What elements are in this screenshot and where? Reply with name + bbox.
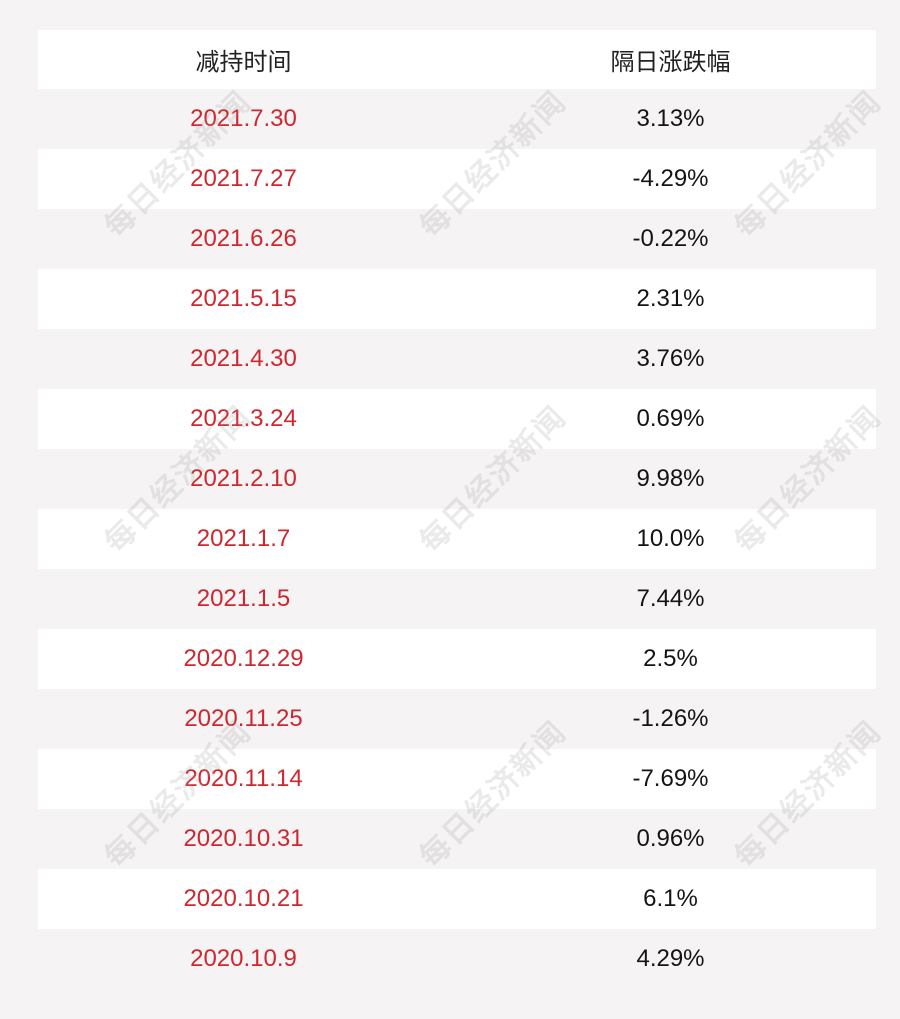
- change-cell: -0.22%: [632, 225, 709, 252]
- date-cell: 2021.3.24: [190, 405, 297, 432]
- date-cell: 2020.12.29: [183, 645, 304, 672]
- table-row: 2020.10.31 0.96%: [38, 809, 876, 869]
- change-cell: 0.69%: [636, 405, 705, 432]
- date-cell: 2021.7.27: [190, 165, 297, 192]
- table-row: 2021.7.27 -4.29%: [38, 149, 876, 209]
- table-row: 2020.10.21 6.1%: [38, 869, 876, 929]
- change-cell: -4.29%: [632, 165, 709, 192]
- table-row: 2021.2.10 9.98%: [38, 449, 876, 509]
- header-change: 隔日涨跌幅: [610, 49, 731, 76]
- data-table: 减持时间 隔日涨跌幅 2021.7.30 3.13% 2021.7.27 -4.29%…: [38, 30, 876, 989]
- date-cell: 2021.4.30: [190, 345, 297, 372]
- table-header: 减持时间 隔日涨跌幅: [38, 30, 876, 89]
- date-cell: 2020.10.9: [190, 945, 297, 972]
- date-cell: 2021.1.5: [196, 585, 291, 612]
- table-row: 2021.4.30 3.76%: [38, 329, 876, 389]
- change-cell: 4.29%: [636, 945, 705, 972]
- change-cell: 2.31%: [636, 285, 705, 312]
- table-row: 2021.3.24 0.69%: [38, 389, 876, 449]
- change-cell: 3.76%: [636, 345, 705, 372]
- date-cell: 2021.7.30: [190, 105, 297, 132]
- table-row: 2020.10.9 4.29%: [38, 929, 876, 989]
- table-row: 2020.12.29 2.5%: [38, 629, 876, 689]
- date-cell: 2021.2.10: [190, 465, 297, 492]
- change-cell: 0.96%: [636, 825, 705, 852]
- date-cell: 2020.10.31: [183, 825, 304, 852]
- table-row: 2021.6.26 -0.22%: [38, 209, 876, 269]
- date-cell: 2021.1.7: [196, 525, 291, 552]
- change-cell: -7.69%: [632, 765, 709, 792]
- date-cell: 2020.11.14: [184, 765, 303, 792]
- table-row: 2021.1.5 7.44%: [38, 569, 876, 629]
- change-cell: 7.44%: [636, 585, 705, 612]
- date-cell: 2021.6.26: [190, 225, 297, 252]
- change-cell: 10.0%: [636, 525, 705, 552]
- table-row: 2020.11.14 -7.69%: [38, 749, 876, 809]
- change-cell: -1.26%: [632, 705, 709, 732]
- change-cell: 3.13%: [636, 105, 705, 132]
- date-cell: 2020.11.25: [184, 705, 303, 732]
- header-date: 减持时间: [195, 49, 292, 76]
- date-cell: 2020.10.21: [183, 885, 304, 912]
- date-cell: 2021.5.15: [190, 285, 297, 312]
- change-cell: 2.5%: [643, 645, 698, 672]
- table-row: 2021.7.30 3.13%: [38, 89, 876, 149]
- change-cell: 9.98%: [636, 465, 705, 492]
- table-row: 2020.11.25 -1.26%: [38, 689, 876, 749]
- change-cell: 6.1%: [643, 885, 698, 912]
- table-row: 2021.5.15 2.31%: [38, 269, 876, 329]
- table-row: 2021.1.7 10.0%: [38, 509, 876, 569]
